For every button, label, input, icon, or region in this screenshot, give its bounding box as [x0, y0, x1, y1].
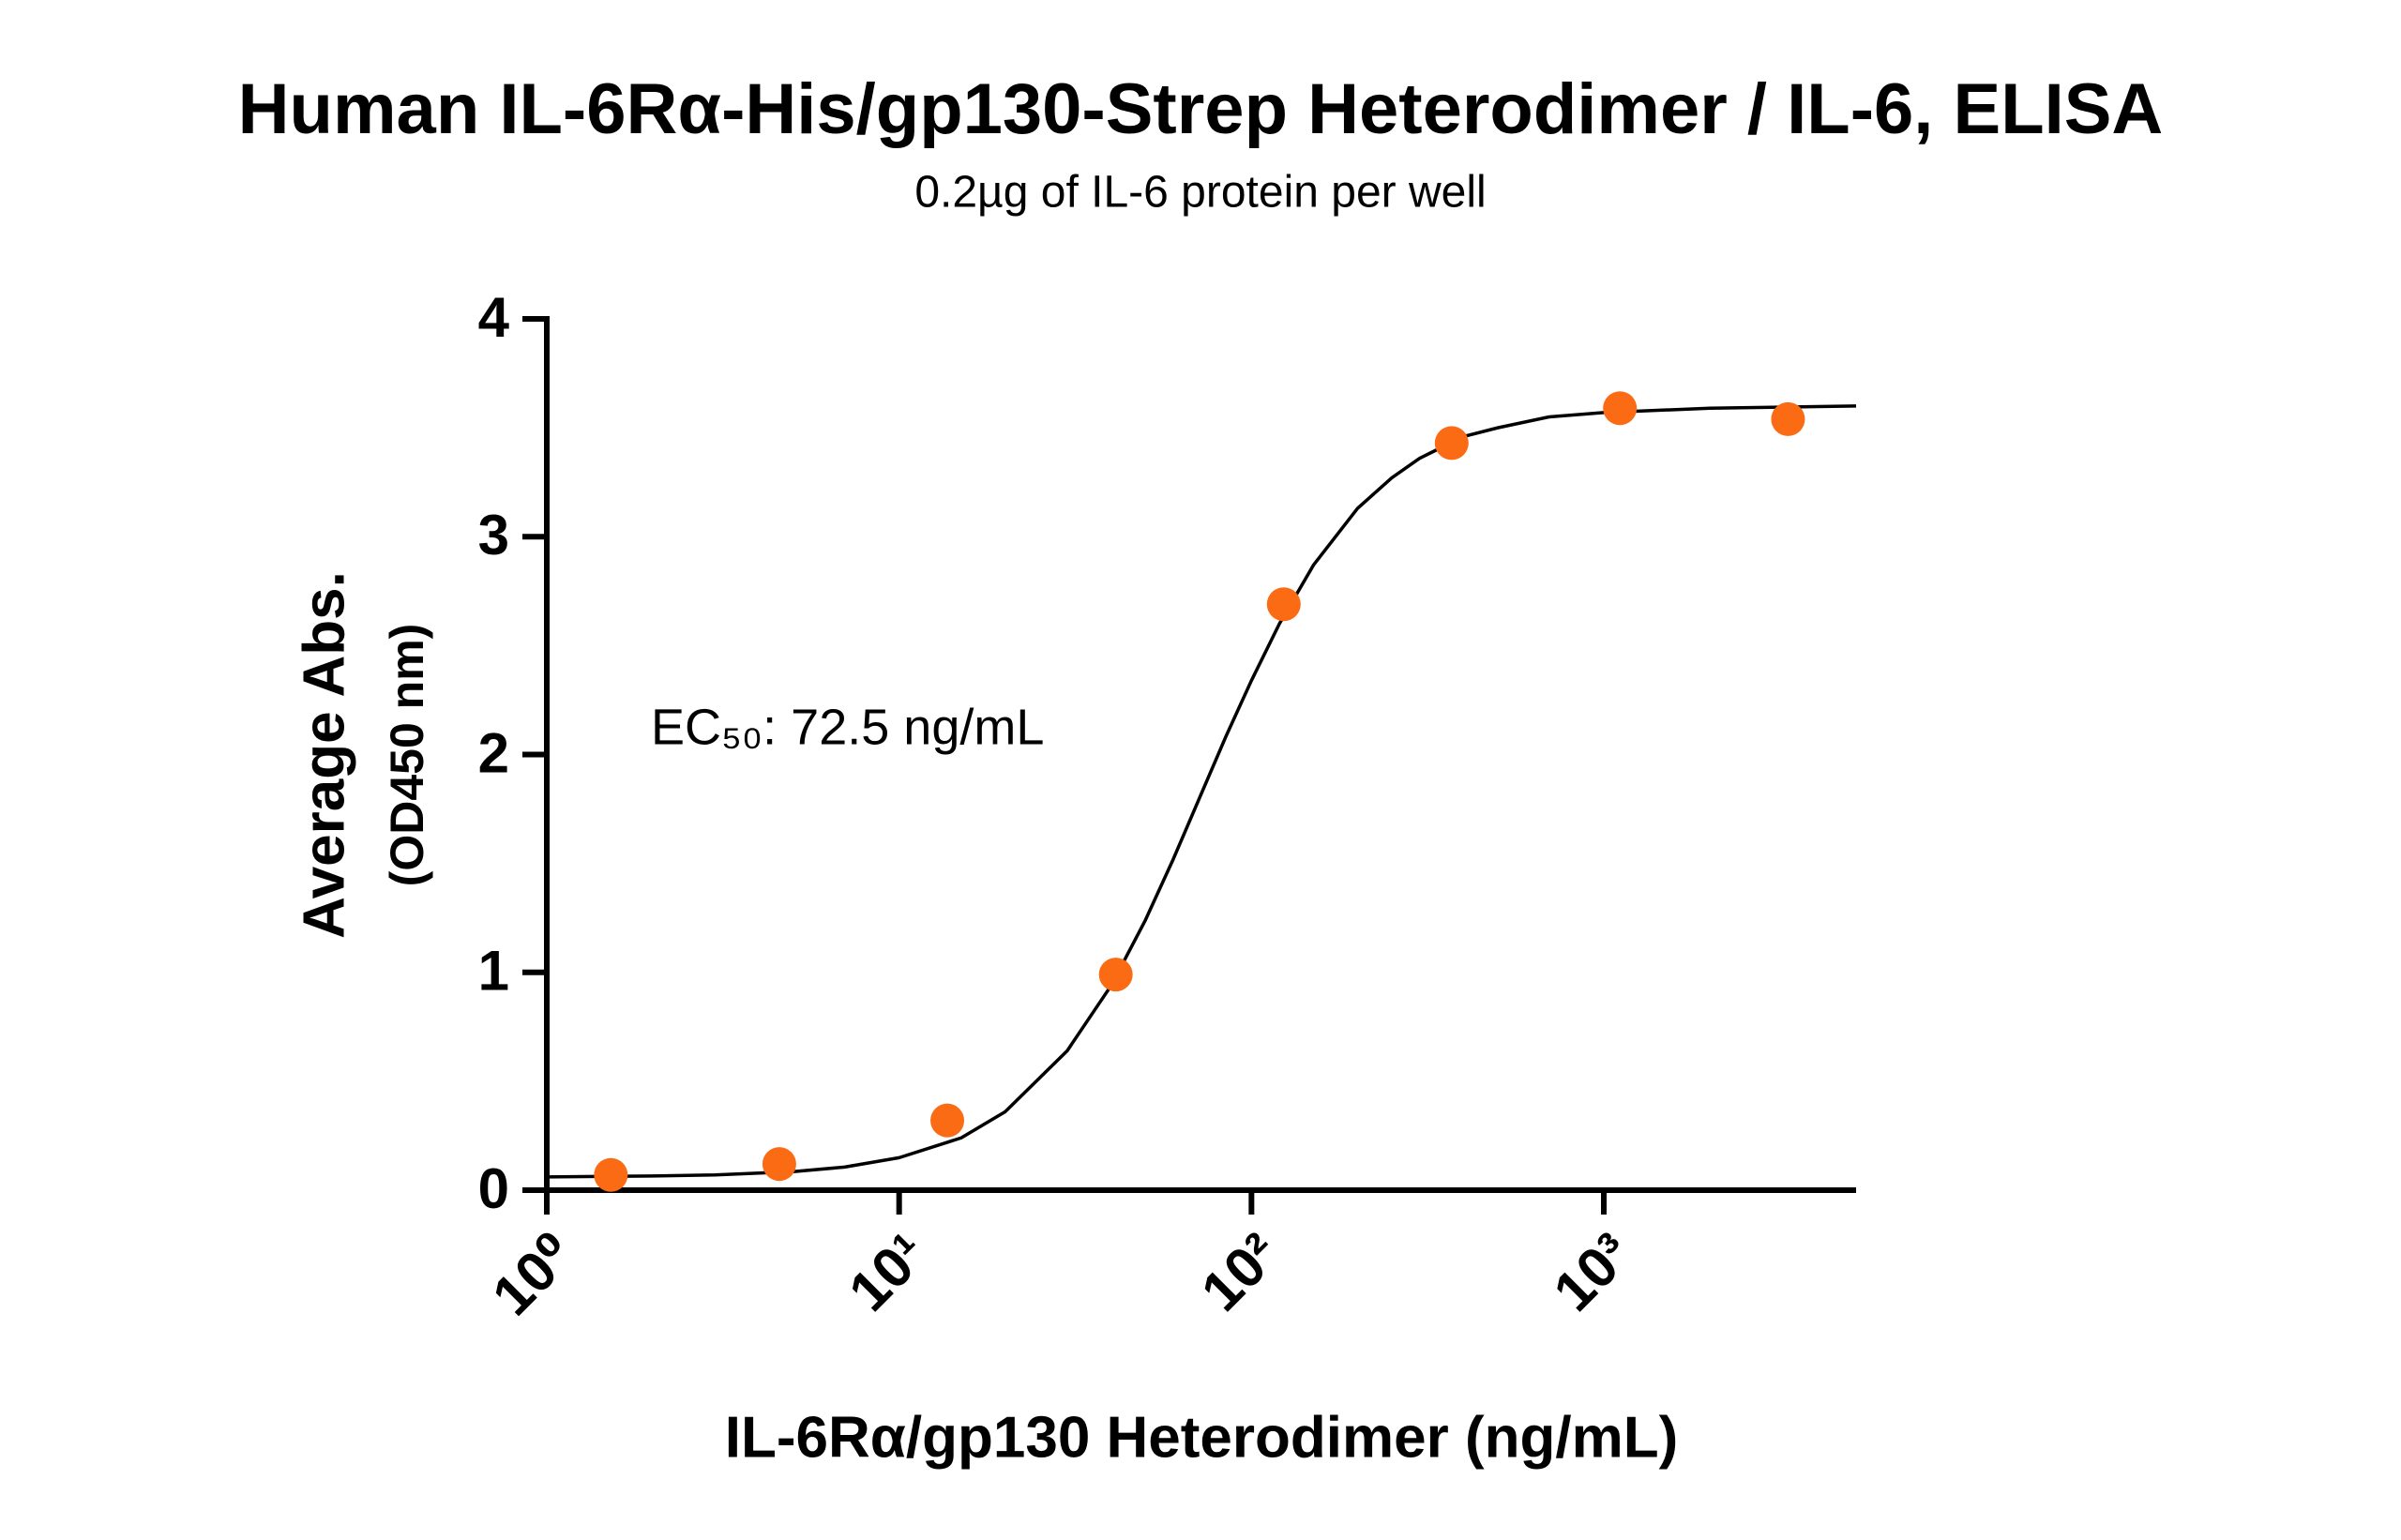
data-point: [1603, 391, 1638, 426]
data-point: [930, 1103, 965, 1138]
y-tick-label: 0: [478, 1157, 509, 1220]
y-axis-label: (OD450 nm): [381, 624, 433, 887]
y-axis-label: Average Abs.: [292, 571, 356, 939]
data-point: [1434, 426, 1469, 460]
chart-title: Human IL-6Rα-His/gp130-Strep Heterodimer…: [238, 69, 2164, 149]
x-tick-label: 10¹: [837, 1221, 939, 1323]
y-tick-label: 3: [478, 504, 509, 566]
ec50-annotation: EC₅₀: 72.5 ng/mL: [651, 699, 1044, 755]
x-tick-label: 10⁰: [480, 1221, 586, 1327]
x-tick-label: 10²: [1189, 1221, 1291, 1323]
data-point: [1771, 401, 1805, 436]
data-point: [762, 1147, 796, 1182]
y-tick-label: 4: [478, 286, 510, 349]
y-tick-label: 1: [478, 940, 509, 1003]
x-axis-label: IL-6Rα/gp130 Heterodimer (ng/mL): [725, 1405, 1678, 1470]
data-point: [1266, 587, 1301, 622]
x-tick-label: 10³: [1542, 1221, 1644, 1323]
fit-curve: [546, 404, 1857, 1179]
data-point: [1098, 958, 1133, 992]
data-point: [594, 1157, 628, 1192]
chart-subtitle: 0.2µg of IL-6 protein per well: [914, 168, 1486, 218]
y-tick-label: 2: [478, 721, 509, 784]
